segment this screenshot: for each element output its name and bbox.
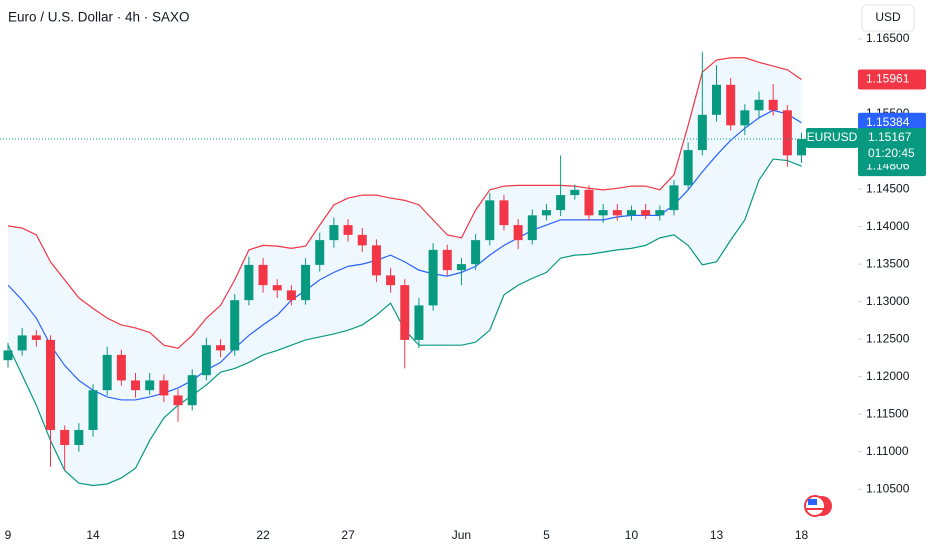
candle-body — [131, 380, 141, 391]
candle-body — [201, 345, 211, 376]
candle-body — [641, 210, 651, 216]
last-value-label: 1.15961 — [866, 72, 910, 86]
candle-body — [797, 139, 807, 156]
x-tick-label: 14 — [86, 528, 100, 542]
candle-body — [102, 354, 112, 391]
x-tick-label: 13 — [710, 528, 724, 542]
y-tick-label: 1.11000 — [866, 444, 909, 458]
candle-body — [258, 264, 268, 286]
candle-body — [216, 345, 226, 351]
candle-body — [60, 429, 70, 445]
candle-body — [683, 150, 693, 186]
candle-body — [74, 429, 84, 445]
candle-body — [697, 114, 707, 151]
candle-body — [116, 354, 126, 381]
x-tick-label: 10 — [625, 528, 639, 542]
band-fill — [8, 57, 802, 486]
symbol-label: EURUSD — [807, 130, 858, 144]
current-price-label: 1.15167 — [868, 130, 912, 144]
candle-body — [442, 249, 452, 271]
y-tick-label: 1.13500 — [866, 256, 910, 270]
candle-body — [301, 264, 311, 301]
candle-body — [88, 390, 98, 430]
candle-body — [286, 290, 296, 301]
countdown-label: 01:20:45 — [868, 146, 915, 160]
band-line — [7, 109, 802, 401]
candle-body — [386, 275, 396, 286]
candle-body — [712, 84, 721, 115]
candle-body — [456, 264, 466, 271]
symbol-box — [806, 128, 858, 149]
candle-body — [187, 375, 197, 406]
x-tick-label: 5 — [543, 528, 550, 542]
y-tick-label: 1.11500 — [866, 406, 909, 420]
candle-body — [485, 200, 495, 241]
y-tick-label: 1.16500 — [866, 31, 910, 45]
y-tick-label: 1.10500 — [866, 481, 910, 495]
candle-body — [527, 215, 537, 241]
candle-body — [357, 234, 367, 246]
candle-body — [782, 110, 792, 156]
candle-body — [159, 380, 169, 396]
candle-body — [371, 245, 381, 276]
candle-body — [343, 225, 353, 235]
candle-body — [556, 195, 566, 211]
candle-body — [754, 99, 764, 111]
candle-body — [655, 210, 665, 216]
last-value-box — [858, 69, 926, 90]
last-value-label: 1.15384 — [866, 115, 910, 129]
candle-body — [499, 200, 509, 226]
candle-body — [46, 339, 56, 430]
candle-body — [541, 210, 551, 216]
x-tick-label: Jun — [452, 528, 471, 542]
current-price-box — [858, 128, 926, 165]
candle-body — [598, 210, 608, 216]
currency-button-box[interactable] — [861, 4, 915, 32]
candle-body — [3, 350, 13, 361]
flag-icon — [804, 495, 832, 517]
last-value-box — [858, 112, 926, 133]
y-tick-label: 1.14000 — [866, 219, 910, 233]
candle-body — [230, 300, 240, 351]
candle-body — [584, 189, 594, 216]
candle-body — [400, 285, 410, 340]
candle-body — [768, 99, 778, 111]
candle-body — [669, 185, 679, 211]
candle-body — [740, 110, 750, 126]
plot-area — [0, 51, 858, 487]
y-tick-label: 1.12500 — [866, 331, 910, 345]
candle-body — [726, 84, 736, 126]
candle-body — [513, 225, 523, 241]
y-tick-label: 1.14500 — [866, 181, 910, 195]
chart-title: Euro / U.S. Dollar · 4h · SAXO — [8, 10, 190, 25]
candle-body — [31, 335, 41, 340]
candle-body — [244, 264, 254, 301]
candle-body — [173, 395, 183, 406]
x-tick-label: 9 — [5, 528, 12, 542]
candle-body — [17, 335, 27, 351]
x-tick-label: 27 — [341, 528, 355, 542]
candle-body — [428, 249, 438, 306]
candle-body — [329, 225, 339, 241]
band-line — [7, 57, 802, 349]
flag-canton — [808, 499, 817, 505]
candle-body — [414, 305, 424, 340]
candle-body — [612, 210, 622, 216]
y-tick-label: 1.13000 — [866, 294, 910, 308]
candle-body — [570, 189, 580, 196]
candle-body — [272, 285, 282, 291]
candle-body — [145, 380, 155, 391]
x-tick-label: 18 — [795, 528, 809, 542]
x-tick-label: 19 — [171, 528, 185, 542]
candle-body — [315, 240, 325, 265]
currency-button[interactable]: USD — [861, 4, 915, 32]
y-tick-label: 1.12000 — [866, 369, 910, 383]
x-tick-label: 22 — [256, 528, 270, 542]
candle-body — [626, 210, 636, 216]
currency-label[interactable]: USD — [875, 10, 901, 24]
candle-body — [471, 240, 481, 265]
